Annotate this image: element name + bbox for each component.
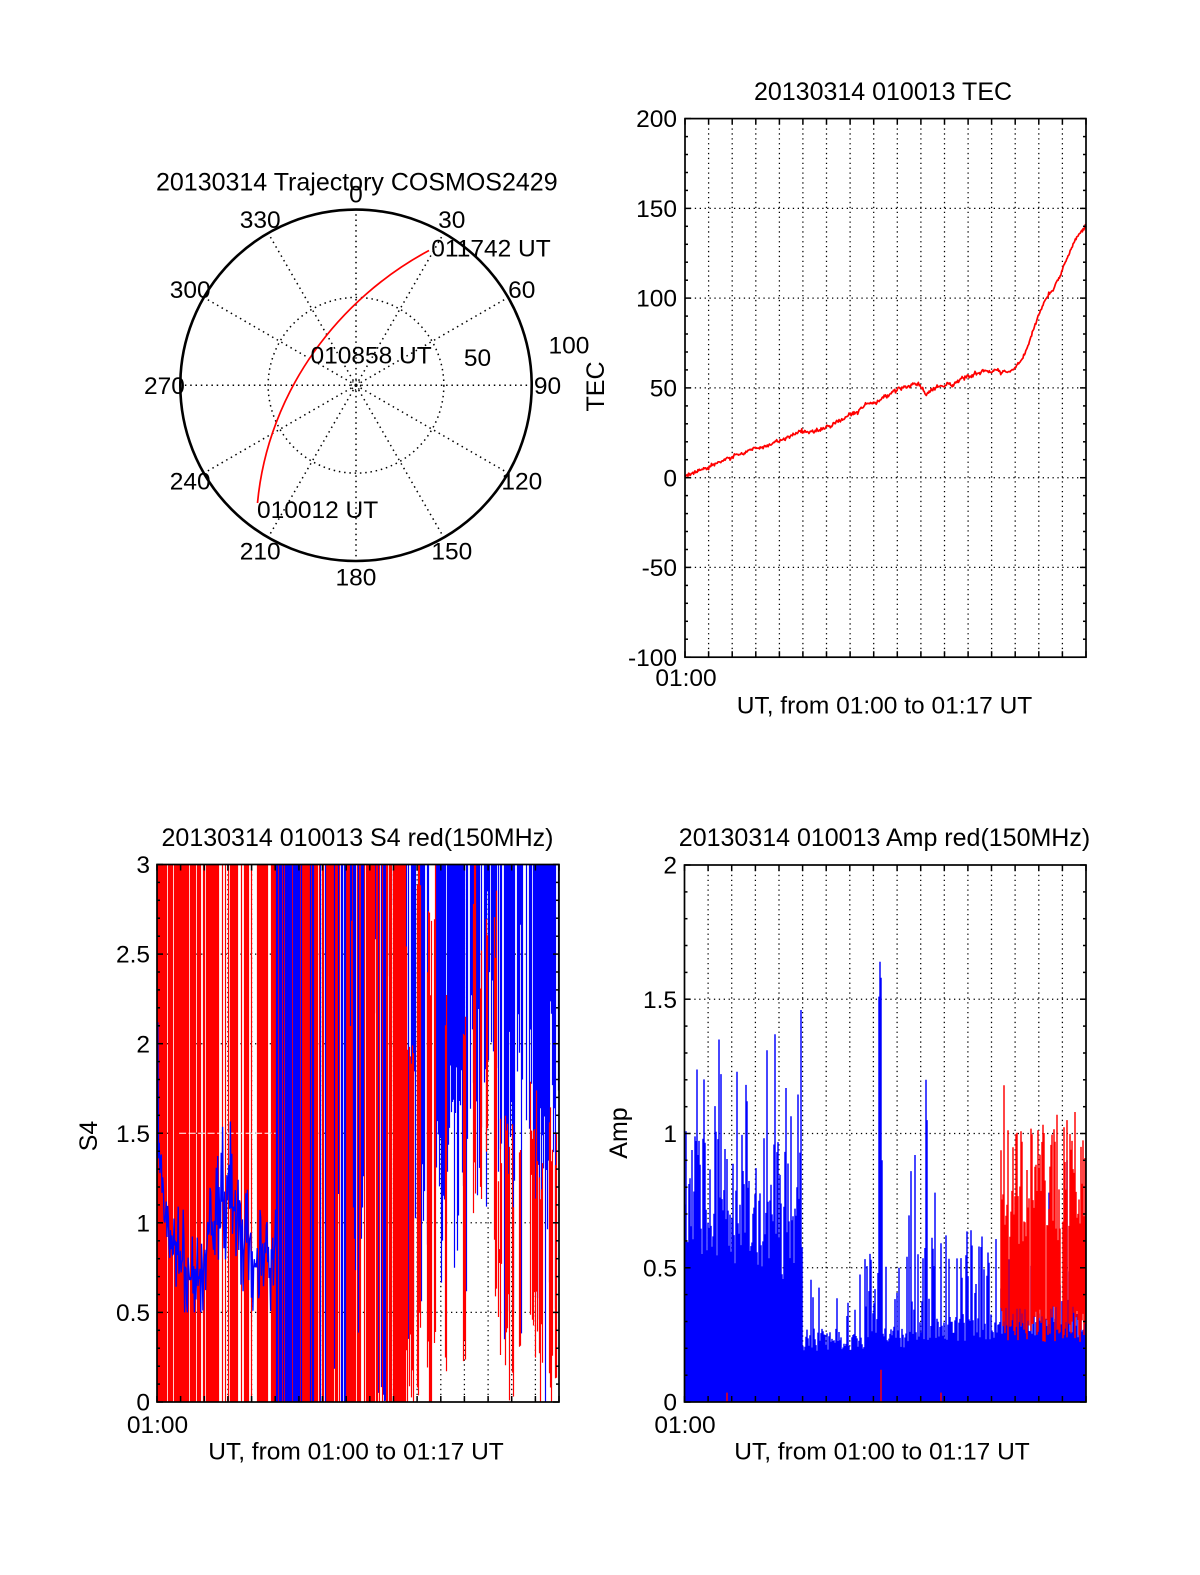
svg-text:50: 50 [650,376,677,403]
svg-text:120: 120 [501,469,542,496]
svg-text:300: 300 [170,277,211,304]
svg-text:30: 30 [438,207,465,234]
svg-text:1: 1 [663,1121,677,1148]
svg-text:1.5: 1.5 [116,1121,150,1148]
svg-text:01:00: 01:00 [127,1412,188,1439]
svg-text:270: 270 [144,373,185,400]
svg-text:210: 210 [240,539,281,566]
svg-text:60: 60 [508,277,535,304]
svg-text:UT, from 01:00 to 01:17 UT: UT, from 01:00 to 01:17 UT [737,693,1033,720]
svg-text:UT, from 01:00 to 01:17 UT: UT, from 01:00 to 01:17 UT [208,1439,504,1466]
svg-text:-100: -100 [628,645,677,672]
svg-text:0: 0 [136,1390,150,1417]
svg-text:01:00: 01:00 [655,665,716,692]
svg-text:0: 0 [663,1390,677,1417]
svg-text:2: 2 [136,1031,150,1058]
svg-text:010858 UT: 010858 UT [311,343,432,370]
svg-text:2.5: 2.5 [116,942,150,969]
svg-text:150: 150 [636,196,677,223]
svg-text:S4: S4 [75,1121,103,1152]
svg-text:0.5: 0.5 [643,1255,677,1282]
svg-text:100: 100 [549,333,590,360]
svg-text:010012 UT: 010012 UT [257,497,378,524]
svg-text:1.5: 1.5 [643,987,677,1014]
svg-text:2: 2 [663,853,677,880]
svg-text:90: 90 [534,373,561,400]
svg-text:200: 200 [636,106,677,133]
svg-text:100: 100 [636,286,677,313]
svg-text:0: 0 [663,465,677,492]
svg-text:3: 3 [136,852,150,879]
svg-text:20130314 010013 Amp red(150MHz: 20130314 010013 Amp red(150MHz) [679,824,1090,852]
svg-text:0: 0 [349,181,363,208]
svg-text:TEC: TEC [582,362,610,412]
svg-text:330: 330 [240,207,281,234]
svg-text:150: 150 [431,539,472,566]
svg-text:0.5: 0.5 [116,1300,150,1327]
svg-text:01:00: 01:00 [654,1412,715,1439]
svg-text:50: 50 [464,345,491,372]
svg-text:UT, from 01:00 to 01:17 UT: UT, from 01:00 to 01:17 UT [734,1439,1030,1466]
svg-text:20130314 010013 TEC: 20130314 010013 TEC [754,78,1012,106]
svg-text:20130314 Trajectory COSMOS2429: 20130314 Trajectory COSMOS2429 [156,169,558,197]
svg-text:240: 240 [170,469,211,496]
svg-text:011742 UT: 011742 UT [431,236,550,263]
svg-text:180: 180 [336,564,377,591]
svg-text:Amp: Amp [605,1107,633,1158]
svg-text:1: 1 [136,1210,150,1237]
svg-text:-50: -50 [642,555,677,582]
svg-text:20130314 010013 S4 red(150MHz): 20130314 010013 S4 red(150MHz) [162,824,554,852]
